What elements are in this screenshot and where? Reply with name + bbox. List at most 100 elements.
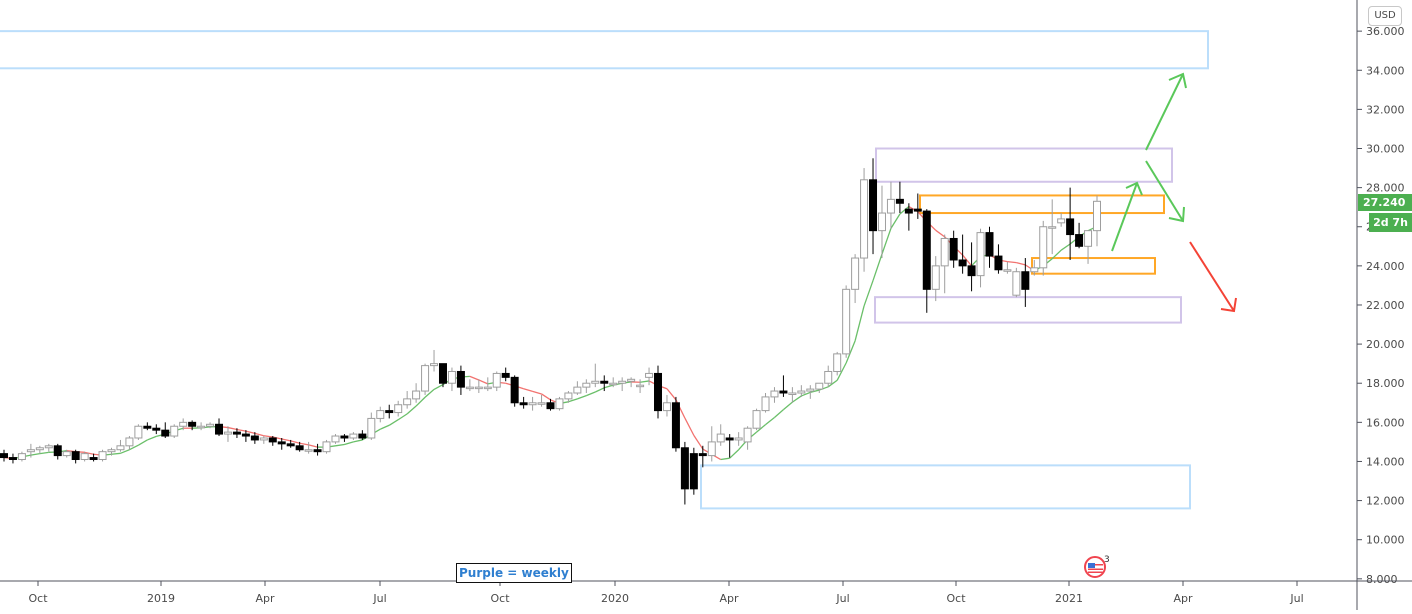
price-tick-label: 16.000 — [1366, 416, 1405, 429]
candle — [1094, 201, 1101, 230]
candle — [780, 391, 787, 393]
candle — [995, 256, 1002, 270]
candle — [448, 371, 455, 383]
time-tick-label: Oct — [28, 592, 48, 605]
candle — [439, 364, 446, 384]
candle — [18, 454, 25, 460]
candle — [583, 383, 590, 387]
candle — [923, 211, 930, 289]
candle — [9, 458, 16, 460]
candle — [592, 381, 599, 383]
candle — [834, 354, 841, 372]
candle — [941, 238, 948, 265]
candle — [475, 387, 482, 389]
candle — [762, 397, 769, 411]
candle — [359, 434, 366, 438]
candle — [153, 428, 160, 430]
candle — [1076, 235, 1083, 247]
candle — [601, 381, 608, 383]
candle — [1031, 268, 1038, 272]
projection-arrows — [1112, 74, 1236, 311]
candle — [968, 266, 975, 276]
candle — [484, 387, 491, 389]
time-tick-label: 2021 — [1055, 592, 1083, 605]
candle — [198, 426, 205, 428]
weekly-resistance-zone[interactable] — [876, 149, 1172, 182]
candle — [619, 381, 626, 383]
monthly-resistance-zone[interactable] — [0, 31, 1208, 68]
candle — [216, 424, 223, 434]
legend-note[interactable]: Purple = weekly — [456, 563, 572, 583]
candle — [852, 258, 859, 289]
candle — [646, 373, 653, 377]
candle — [341, 436, 348, 438]
event-count: 3 — [1104, 555, 1110, 565]
candle — [655, 373, 662, 410]
candle — [144, 426, 151, 428]
candle — [717, 434, 724, 442]
candle — [27, 450, 34, 452]
candle — [538, 403, 545, 405]
monthly-support-zone[interactable] — [701, 465, 1190, 508]
last-price-label: 27.240 — [1358, 194, 1412, 211]
candle — [771, 391, 778, 397]
price-tick-label: 18.000 — [1366, 377, 1405, 390]
candle — [135, 426, 142, 438]
zones-layer — [0, 31, 1208, 508]
candle — [269, 438, 276, 442]
candle — [413, 391, 420, 399]
time-tick-label: 2020 — [601, 592, 629, 605]
candle — [1058, 219, 1065, 223]
candle — [162, 430, 169, 436]
candle — [610, 383, 617, 385]
candle — [565, 393, 572, 399]
candle — [1013, 272, 1020, 295]
candle — [99, 452, 106, 460]
candle — [72, 452, 79, 460]
candle — [726, 438, 733, 440]
time-tick-label: Apr — [719, 592, 739, 605]
candle — [690, 454, 697, 489]
candle — [1049, 227, 1056, 229]
candle — [520, 403, 527, 405]
candle — [90, 458, 97, 460]
candle — [896, 199, 903, 203]
price-tick-label: 28.000 — [1366, 182, 1405, 195]
weekly-support-zone[interactable] — [875, 297, 1181, 322]
candle — [180, 422, 187, 426]
us-economic-event-flag-icon[interactable]: 3 — [1083, 553, 1113, 581]
candle — [950, 238, 957, 260]
candle — [529, 403, 536, 405]
candle — [672, 403, 679, 448]
candle — [108, 450, 115, 452]
moving-average-line — [4, 207, 1097, 460]
candle — [628, 379, 635, 381]
candle — [878, 213, 885, 231]
price-tick-label: 12.000 — [1366, 495, 1405, 508]
price-tick-label: 8.000 — [1366, 573, 1398, 586]
candle — [986, 233, 993, 256]
time-tick-label: Jul — [372, 592, 386, 605]
candle — [233, 432, 240, 434]
time-tick-label: Jul — [835, 592, 849, 605]
price-tick-label: 30.000 — [1366, 143, 1405, 156]
candle — [574, 387, 581, 393]
price-axis[interactable]: 36.00034.00032.00030.00028.00026.00024.0… — [1357, 0, 1405, 610]
candle — [251, 436, 258, 440]
candle — [395, 405, 402, 413]
price-tick-label: 34.000 — [1366, 64, 1405, 77]
candle — [242, 434, 249, 436]
candle — [377, 411, 384, 419]
candle — [126, 438, 133, 446]
candle — [807, 389, 814, 391]
candle — [431, 364, 438, 366]
candle — [63, 452, 70, 456]
candle — [816, 383, 823, 389]
candle — [54, 446, 61, 456]
currency-badge[interactable]: USD — [1368, 6, 1402, 26]
candle — [45, 446, 52, 448]
candle — [699, 454, 706, 456]
candle — [422, 366, 429, 391]
